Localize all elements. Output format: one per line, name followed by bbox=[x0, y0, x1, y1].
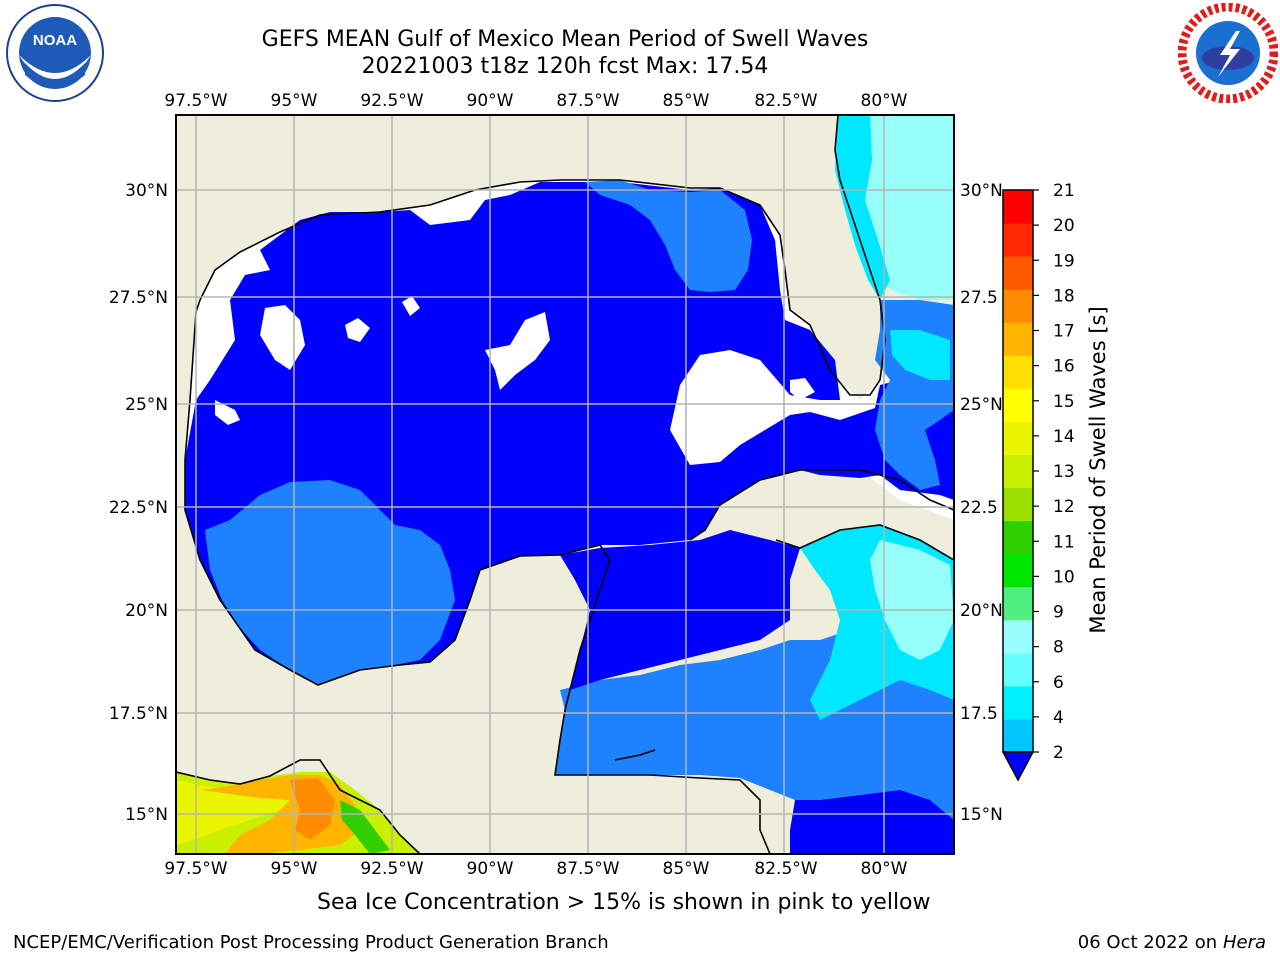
noaa-logo: NOAA bbox=[6, 4, 104, 102]
lon-tick-label: 92.5°W bbox=[360, 859, 423, 879]
colorbar-tick-label: 9 bbox=[1053, 603, 1064, 623]
pacific-ice-dark-orange-area bbox=[290, 778, 335, 840]
colorbar-tick-label: 8 bbox=[1053, 638, 1064, 658]
colorbar-segment bbox=[1003, 586, 1033, 621]
atlantic-cyan-area bbox=[835, 115, 890, 300]
lon-tick-label: 95°W bbox=[271, 859, 318, 879]
chart-subtitle: 20221003 t18z 120h fcst Max: 17.54 bbox=[361, 54, 769, 79]
lat-ticks-right: 30°N 27.5 25°N 22.5 20°N 17.5 15°N bbox=[960, 181, 1003, 825]
nws-logo bbox=[1178, 3, 1278, 103]
lat-tick-label: 27.5°N bbox=[109, 288, 168, 308]
graticule bbox=[176, 115, 954, 854]
colorbar-tick-label: 19 bbox=[1053, 251, 1075, 271]
lat-tick-label: 22.5°N bbox=[109, 498, 168, 518]
missing-patch bbox=[790, 378, 815, 400]
lon-tick-label: 85°W bbox=[663, 859, 710, 879]
lon-tick-label: 97.5°W bbox=[164, 859, 227, 879]
colorbar-tick-label: 21 bbox=[1053, 181, 1075, 201]
colorbar-tick-label: 4 bbox=[1053, 708, 1064, 728]
sea-ice-note: Sea Ice Concentration > 15% is shown in … bbox=[317, 890, 931, 915]
colorbar-segment bbox=[1003, 289, 1033, 323]
colorbar-tick-label: 18 bbox=[1053, 286, 1075, 306]
colorbar-segment bbox=[1003, 355, 1033, 389]
lon-tick-label: 82.5°W bbox=[754, 91, 817, 111]
colorbar-extension bbox=[1001, 751, 1035, 782]
colorbar-label: Mean Period of Swell Waves [s] bbox=[1086, 306, 1110, 633]
lon-tick-label: 95°W bbox=[271, 91, 318, 111]
date-text: 06 Oct 2022 on Hera bbox=[1077, 932, 1266, 953]
colorbar-segment bbox=[1003, 652, 1033, 687]
lat-tick-label: 17.5°N bbox=[109, 704, 168, 724]
colorbar-segment bbox=[1003, 421, 1033, 455]
colorbar-tick-label: 16 bbox=[1053, 357, 1075, 377]
lon-tick-label: 80°W bbox=[861, 859, 908, 879]
lon-tick-label: 82.5°W bbox=[754, 859, 817, 879]
colorbar-tick-label: 15 bbox=[1053, 392, 1075, 412]
colorbar-tick-label: 14 bbox=[1053, 427, 1075, 447]
lat-tick-label: 15°N bbox=[125, 805, 168, 825]
gulf-mid-blue-area bbox=[585, 180, 752, 292]
lat-tick-label: 15°N bbox=[960, 805, 1003, 825]
missing-patch bbox=[402, 296, 420, 316]
colorbar-segment bbox=[1003, 553, 1033, 588]
svg-text:NOAA: NOAA bbox=[33, 32, 77, 49]
lon-tick-label: 90°W bbox=[467, 91, 514, 111]
lat-tick-label: 20°N bbox=[960, 601, 1003, 621]
coastline bbox=[176, 115, 954, 854]
colorbar-segment bbox=[1003, 256, 1033, 290]
colorbar-segment bbox=[1003, 322, 1033, 356]
colorbar-tick-label: 10 bbox=[1053, 567, 1075, 587]
lat-tick-label: 30°N bbox=[125, 181, 168, 201]
colorbar-tick-label: 17 bbox=[1053, 322, 1075, 342]
lon-ticks-bottom: 97.5°W 95°W 92.5°W 90°W 87.5°W 85°W 82.5… bbox=[164, 859, 907, 879]
lat-tick-label: 27.5 bbox=[960, 288, 998, 308]
lat-tick-label: 22.5 bbox=[960, 498, 998, 518]
colorbar-segment bbox=[1003, 718, 1033, 753]
colorbar-tick-label: 6 bbox=[1053, 673, 1064, 693]
lon-tick-label: 92.5°W bbox=[360, 91, 423, 111]
lat-tick-label: 25°N bbox=[960, 395, 1003, 415]
colorbar-tick-label: 20 bbox=[1053, 216, 1075, 236]
colorbar-segment bbox=[1003, 223, 1033, 257]
map-field bbox=[176, 115, 954, 854]
caribbean-light-cyan-area bbox=[870, 540, 954, 660]
lat-tick-label: 25°N bbox=[125, 395, 168, 415]
colorbar-tick-label: 12 bbox=[1053, 497, 1075, 517]
colorbar-segment bbox=[1003, 685, 1033, 720]
lon-tick-label: 87.5°W bbox=[556, 91, 619, 111]
colorbar-tick-label: 11 bbox=[1053, 532, 1075, 552]
colorbar-tick-label: 13 bbox=[1053, 462, 1075, 482]
colorbar-tick-label: 2 bbox=[1053, 743, 1064, 763]
lat-tick-label: 17.5 bbox=[960, 704, 998, 724]
chart-title: GEFS MEAN Gulf of Mexico Mean Period of … bbox=[261, 27, 869, 52]
lat-ticks-left: 30°N 27.5°N 25°N 22.5°N 20°N 17.5°N 15°N bbox=[109, 181, 168, 825]
credit-text: NCEP/EMC/Verification Post Processing Pr… bbox=[13, 932, 609, 953]
bahamas-cyan-area bbox=[890, 330, 950, 380]
missing-patch bbox=[345, 318, 370, 342]
missing-patch bbox=[485, 312, 550, 390]
colorbar-segment bbox=[1003, 190, 1033, 224]
lon-ticks-top: 97.5°W 95°W 92.5°W 90°W 87.5°W 85°W 82.5… bbox=[164, 91, 907, 111]
lon-tick-label: 80°W bbox=[861, 91, 908, 111]
lat-tick-label: 30°N bbox=[960, 181, 1003, 201]
colorbar-segment bbox=[1003, 520, 1033, 555]
colorbar-segment bbox=[1003, 619, 1033, 654]
colorbar-segment bbox=[1003, 388, 1033, 422]
missing-patch bbox=[215, 400, 240, 425]
lon-tick-label: 90°W bbox=[467, 859, 514, 879]
lon-tick-label: 97.5°W bbox=[164, 91, 227, 111]
colorbar-segment bbox=[1003, 454, 1033, 489]
map-frame bbox=[175, 114, 955, 855]
lat-tick-label: 20°N bbox=[125, 601, 168, 621]
colorbar-segment bbox=[1003, 487, 1033, 522]
colorbar: 21 20 19 18 17 16 15 14 13 12 11 10 9 8 6 4 2 bbox=[1001, 181, 1075, 782]
lon-tick-label: 85°W bbox=[663, 91, 710, 111]
lon-tick-label: 87.5°W bbox=[556, 859, 619, 879]
caribbean-deep-blue-area bbox=[790, 790, 954, 854]
